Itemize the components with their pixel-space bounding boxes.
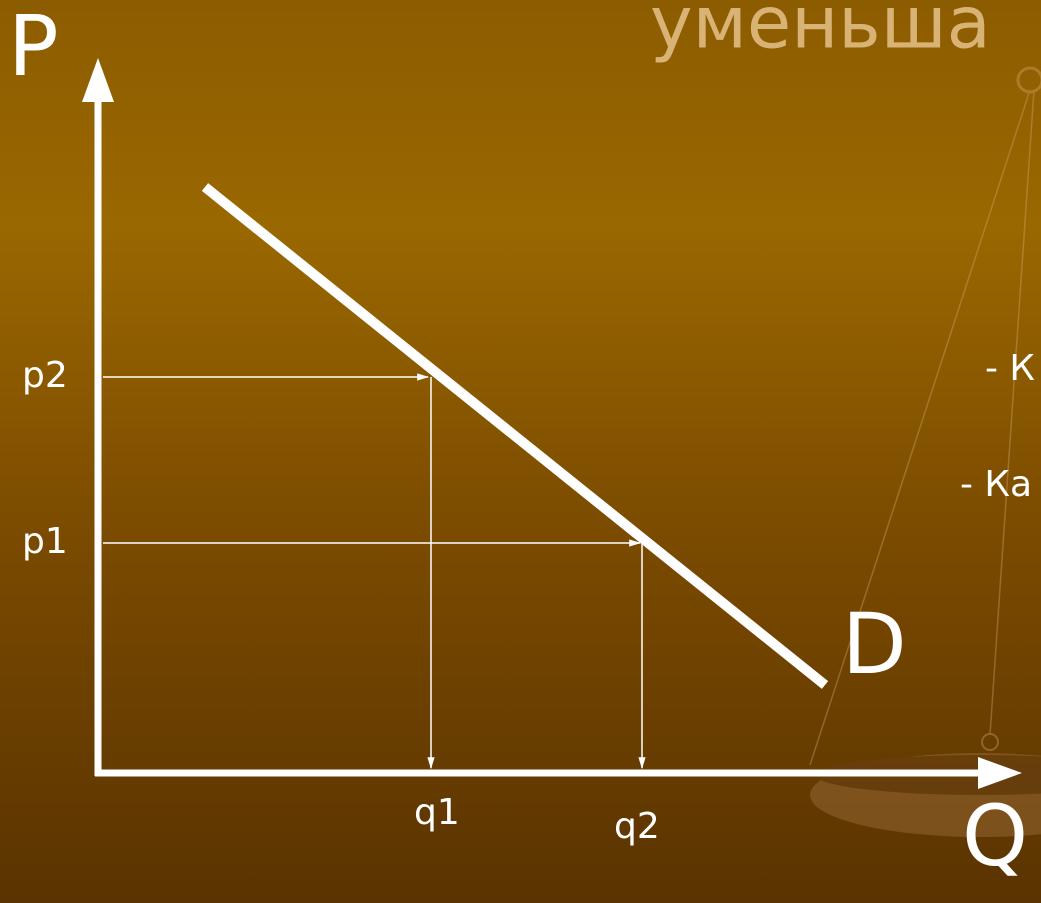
page: {"title": "уменьша", "axes": {"y_label":… [0, 0, 1041, 903]
side-text: - Ка [960, 464, 1032, 505]
slide: уменьша P Q D p2 p1 q1 q2 - К - Ка [0, 0, 1041, 903]
curve-label: D [842, 595, 907, 693]
y-axis-label: P [8, 0, 59, 95]
price-label: p1 [22, 521, 68, 562]
price-label: p2 [22, 355, 68, 396]
quantity-label: q1 [414, 792, 460, 833]
title: уменьша [650, 0, 991, 65]
side-text: - К [985, 348, 1035, 389]
quantity-label: q2 [614, 806, 660, 847]
x-axis-label: Q [962, 787, 1028, 885]
